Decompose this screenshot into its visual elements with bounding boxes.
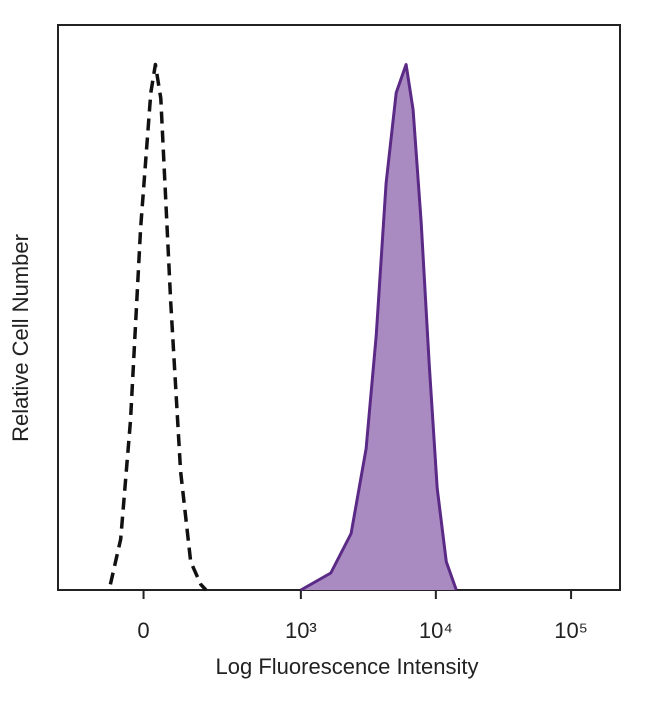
- x-tick-label: 10⁴: [419, 618, 453, 643]
- x-axis-title: Log Fluorescence Intensity: [216, 654, 479, 679]
- histogram-line: [300, 63, 458, 592]
- area-fill: [300, 64, 457, 590]
- plot-frame: [57, 24, 621, 591]
- x-tick-label: 10³: [285, 618, 317, 643]
- x-tick-label: 10⁵: [554, 618, 588, 643]
- x-tick-label: 0: [137, 618, 149, 643]
- histogram-line: [108, 62, 208, 592]
- y-axis-title: Relative Cell Number: [8, 234, 33, 442]
